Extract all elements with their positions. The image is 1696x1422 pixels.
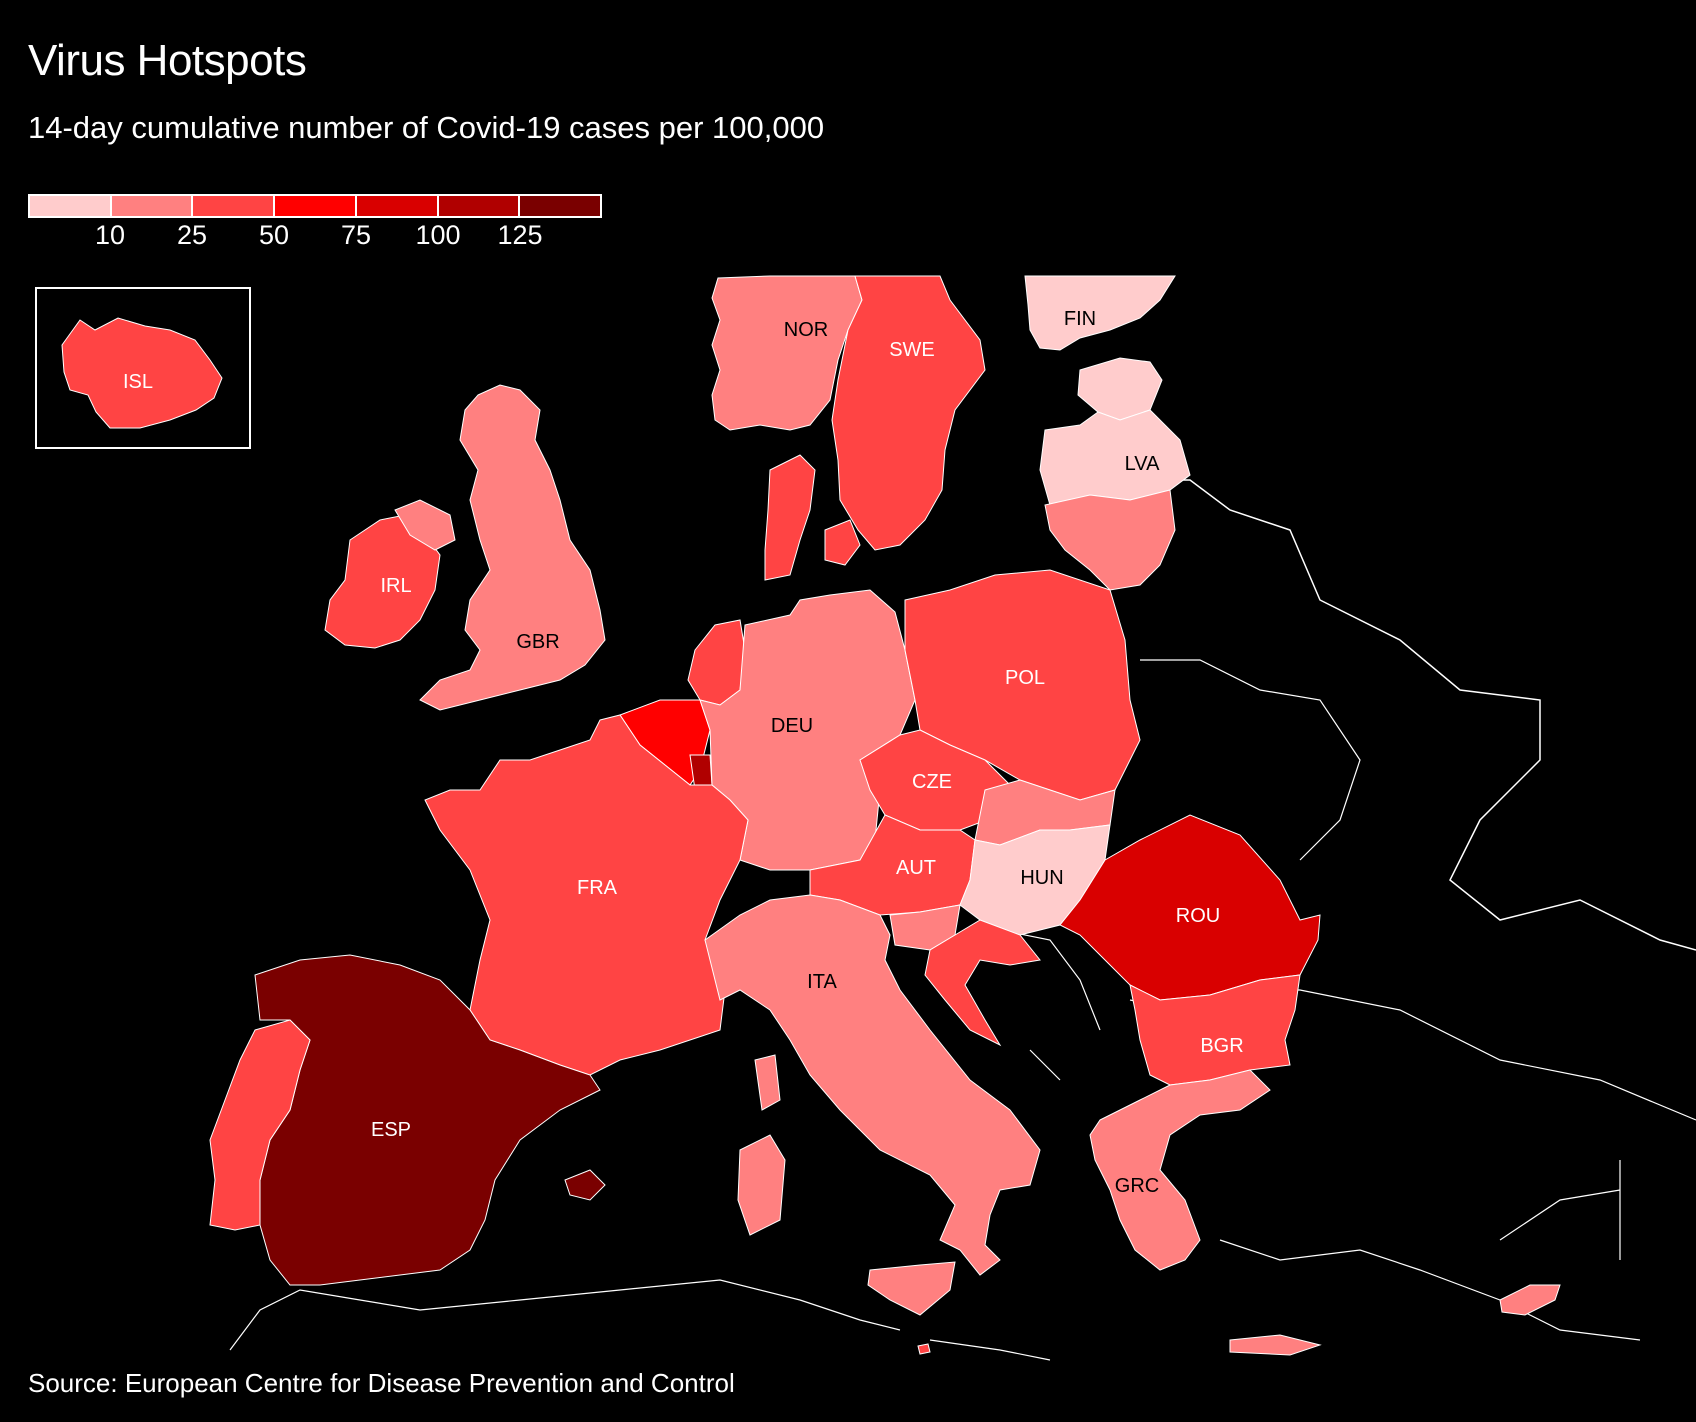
legend-swatch — [193, 196, 276, 216]
north-africa-coast — [229, 1279, 1051, 1361]
legend-tick-label: 75 — [340, 220, 372, 250]
country-label: ITA — [807, 971, 837, 993]
map-title: Virus Hotspots — [28, 36, 307, 85]
legend-ticks: 10 25 50 75 100 125 — [28, 218, 602, 252]
country-mlt[interactable] — [917, 1343, 931, 1355]
country-swe[interactable] — [831, 275, 986, 551]
country-grc[interactable] — [1089, 1069, 1322, 1356]
country-dnk[interactable] — [764, 454, 861, 581]
non-eu-region — [999, 659, 1696, 1341]
legend-swatch — [438, 196, 521, 216]
legend-tick-label: 10 — [94, 220, 126, 250]
country-fin[interactable] — [1024, 275, 1176, 351]
country-gbr[interactable] — [394, 384, 606, 711]
country-label: FRA — [577, 877, 618, 899]
country-label: CZE — [912, 771, 952, 793]
country-label: ROU — [1176, 905, 1220, 927]
country-cyp[interactable] — [1499, 1284, 1561, 1316]
legend-bar — [28, 194, 602, 218]
country-bgr[interactable] — [1129, 974, 1301, 1086]
country-ltu[interactable] — [1044, 489, 1176, 591]
legend-swatch — [275, 196, 357, 216]
country-label: NOR — [784, 319, 828, 341]
country-hrv[interactable] — [924, 919, 1041, 1047]
country-label: ESP — [371, 1119, 411, 1141]
legend-swatch — [30, 196, 112, 216]
country-label: LVA — [1125, 453, 1160, 475]
legend-tick-label: 100 — [415, 220, 461, 250]
country-label: ISL — [123, 371, 153, 393]
non-eu-region — [1125, 479, 1696, 951]
country-label: GBR — [516, 631, 559, 653]
legend-tick-label: 50 — [258, 220, 290, 250]
source-note: Source: European Centre for Disease Prev… — [28, 1368, 735, 1398]
country-label: AUT — [896, 857, 936, 879]
country-label: POL — [1005, 667, 1045, 689]
country-label: SWE — [889, 339, 935, 361]
color-legend: 10 25 50 75 100 125 — [28, 194, 602, 252]
legend-tick-label: 25 — [176, 220, 208, 250]
legend-swatch — [520, 196, 601, 216]
country-label: GRC — [1115, 1175, 1159, 1197]
legend-swatch — [111, 196, 194, 216]
country-label: BGR — [1200, 1035, 1243, 1057]
legend-swatch — [356, 196, 439, 216]
iceland-inset-frame — [35, 287, 251, 449]
country-label: FIN — [1064, 308, 1096, 330]
country-isl[interactable] — [61, 317, 223, 429]
map-subtitle: 14-day cumulative number of Covid-19 cas… — [28, 110, 825, 145]
country-prt[interactable] — [209, 1019, 311, 1231]
country-label: DEU — [771, 715, 813, 737]
legend-tick-label: 125 — [497, 220, 543, 250]
country-label: IRL — [380, 575, 411, 597]
country-label: HUN — [1020, 867, 1063, 889]
country-ita[interactable] — [704, 894, 1041, 1316]
